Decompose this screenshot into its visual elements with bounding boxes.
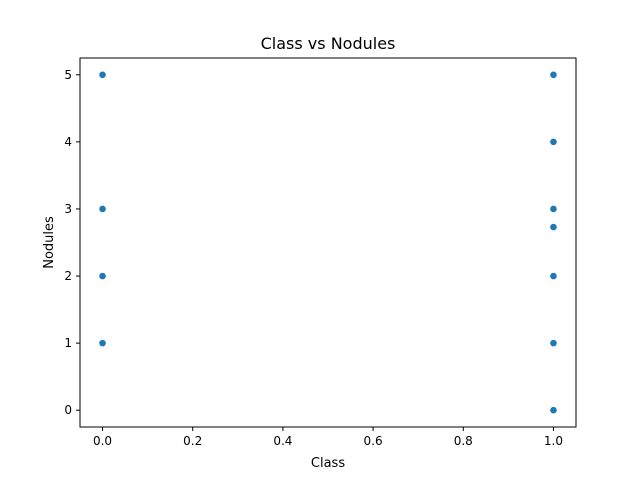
scatter-point [549, 205, 558, 213]
scatter-point [549, 272, 558, 280]
scatter-point [549, 223, 558, 231]
scatter-point [98, 272, 107, 280]
y-tick-label: 3 [64, 202, 72, 216]
y-tick-label: 1 [64, 336, 72, 350]
x-tick-label: 1.0 [544, 434, 563, 448]
y-axis-ticks: 0 1 2 3 4 5 [64, 68, 80, 417]
chart-title: Class vs Nodules [261, 34, 396, 53]
x-tick-label: 0.6 [364, 434, 383, 448]
x-tick-label: 0.8 [454, 434, 473, 448]
x-axis-label: Class [311, 456, 345, 471]
x-axis-ticks: 0.0 0.2 0.4 0.6 0.8 1.0 [93, 427, 563, 448]
scatter-point [98, 339, 107, 348]
scatter-point [98, 70, 107, 79]
scatter-point [549, 406, 558, 415]
scatter-point [549, 137, 558, 146]
y-axis-label: Nodules [42, 216, 57, 269]
scatter-point [549, 339, 558, 348]
y-tick-label: 5 [64, 68, 72, 82]
y-tick-label: 4 [64, 135, 72, 149]
x-tick-label: 0.2 [183, 434, 202, 448]
scatter-point [549, 70, 558, 79]
plot-area-frame [79, 57, 577, 428]
scatter-point [98, 205, 107, 213]
scatter-points [98, 70, 558, 415]
y-tick-label: 2 [64, 269, 72, 283]
x-tick-label: 0.4 [273, 434, 292, 448]
y-tick-label: 0 [64, 403, 72, 417]
x-tick-label: 0.0 [93, 434, 112, 448]
